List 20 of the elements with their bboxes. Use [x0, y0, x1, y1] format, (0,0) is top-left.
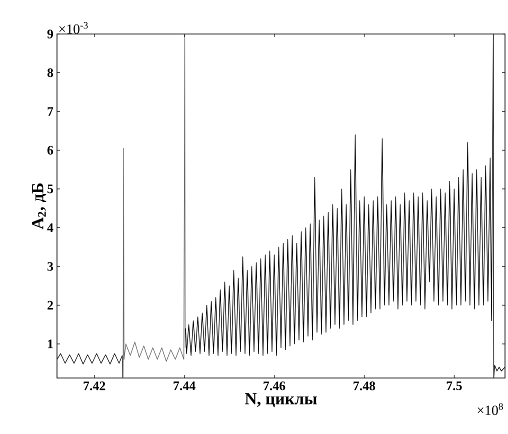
x-tick-label: 7.46 [264, 382, 286, 390]
x-tick-label: 7.44 [174, 382, 196, 390]
x-tick-label: 7.42 [84, 382, 106, 390]
y-tick-label: 9 [47, 30, 54, 38]
y-tick-label: 1 [48, 340, 53, 348]
y-tick-label: 7 [48, 107, 54, 116]
y-tick-label: 5 [48, 184, 54, 194]
text: ×10$^{-3}$ [59, 22, 88, 34]
text: ×10$^{8}$ [478, 403, 503, 416]
x-tick-label: 7.5 [446, 382, 462, 390]
y-axis-title: A$_{2}$, дБ [32, 183, 46, 230]
line-series [57, 353, 124, 378]
x-tick-label: 7.48 [354, 382, 376, 390]
y-tick-label: 8 [47, 68, 54, 78]
line-series [122, 34, 186, 378]
y-tick-label: 4 [47, 223, 54, 232]
y-tick-label: 6 [47, 146, 54, 155]
x-axis-title: N, циклы [244, 393, 317, 408]
y-tick-label: 3 [47, 262, 54, 271]
y-tick-label: 2 [48, 300, 53, 310]
